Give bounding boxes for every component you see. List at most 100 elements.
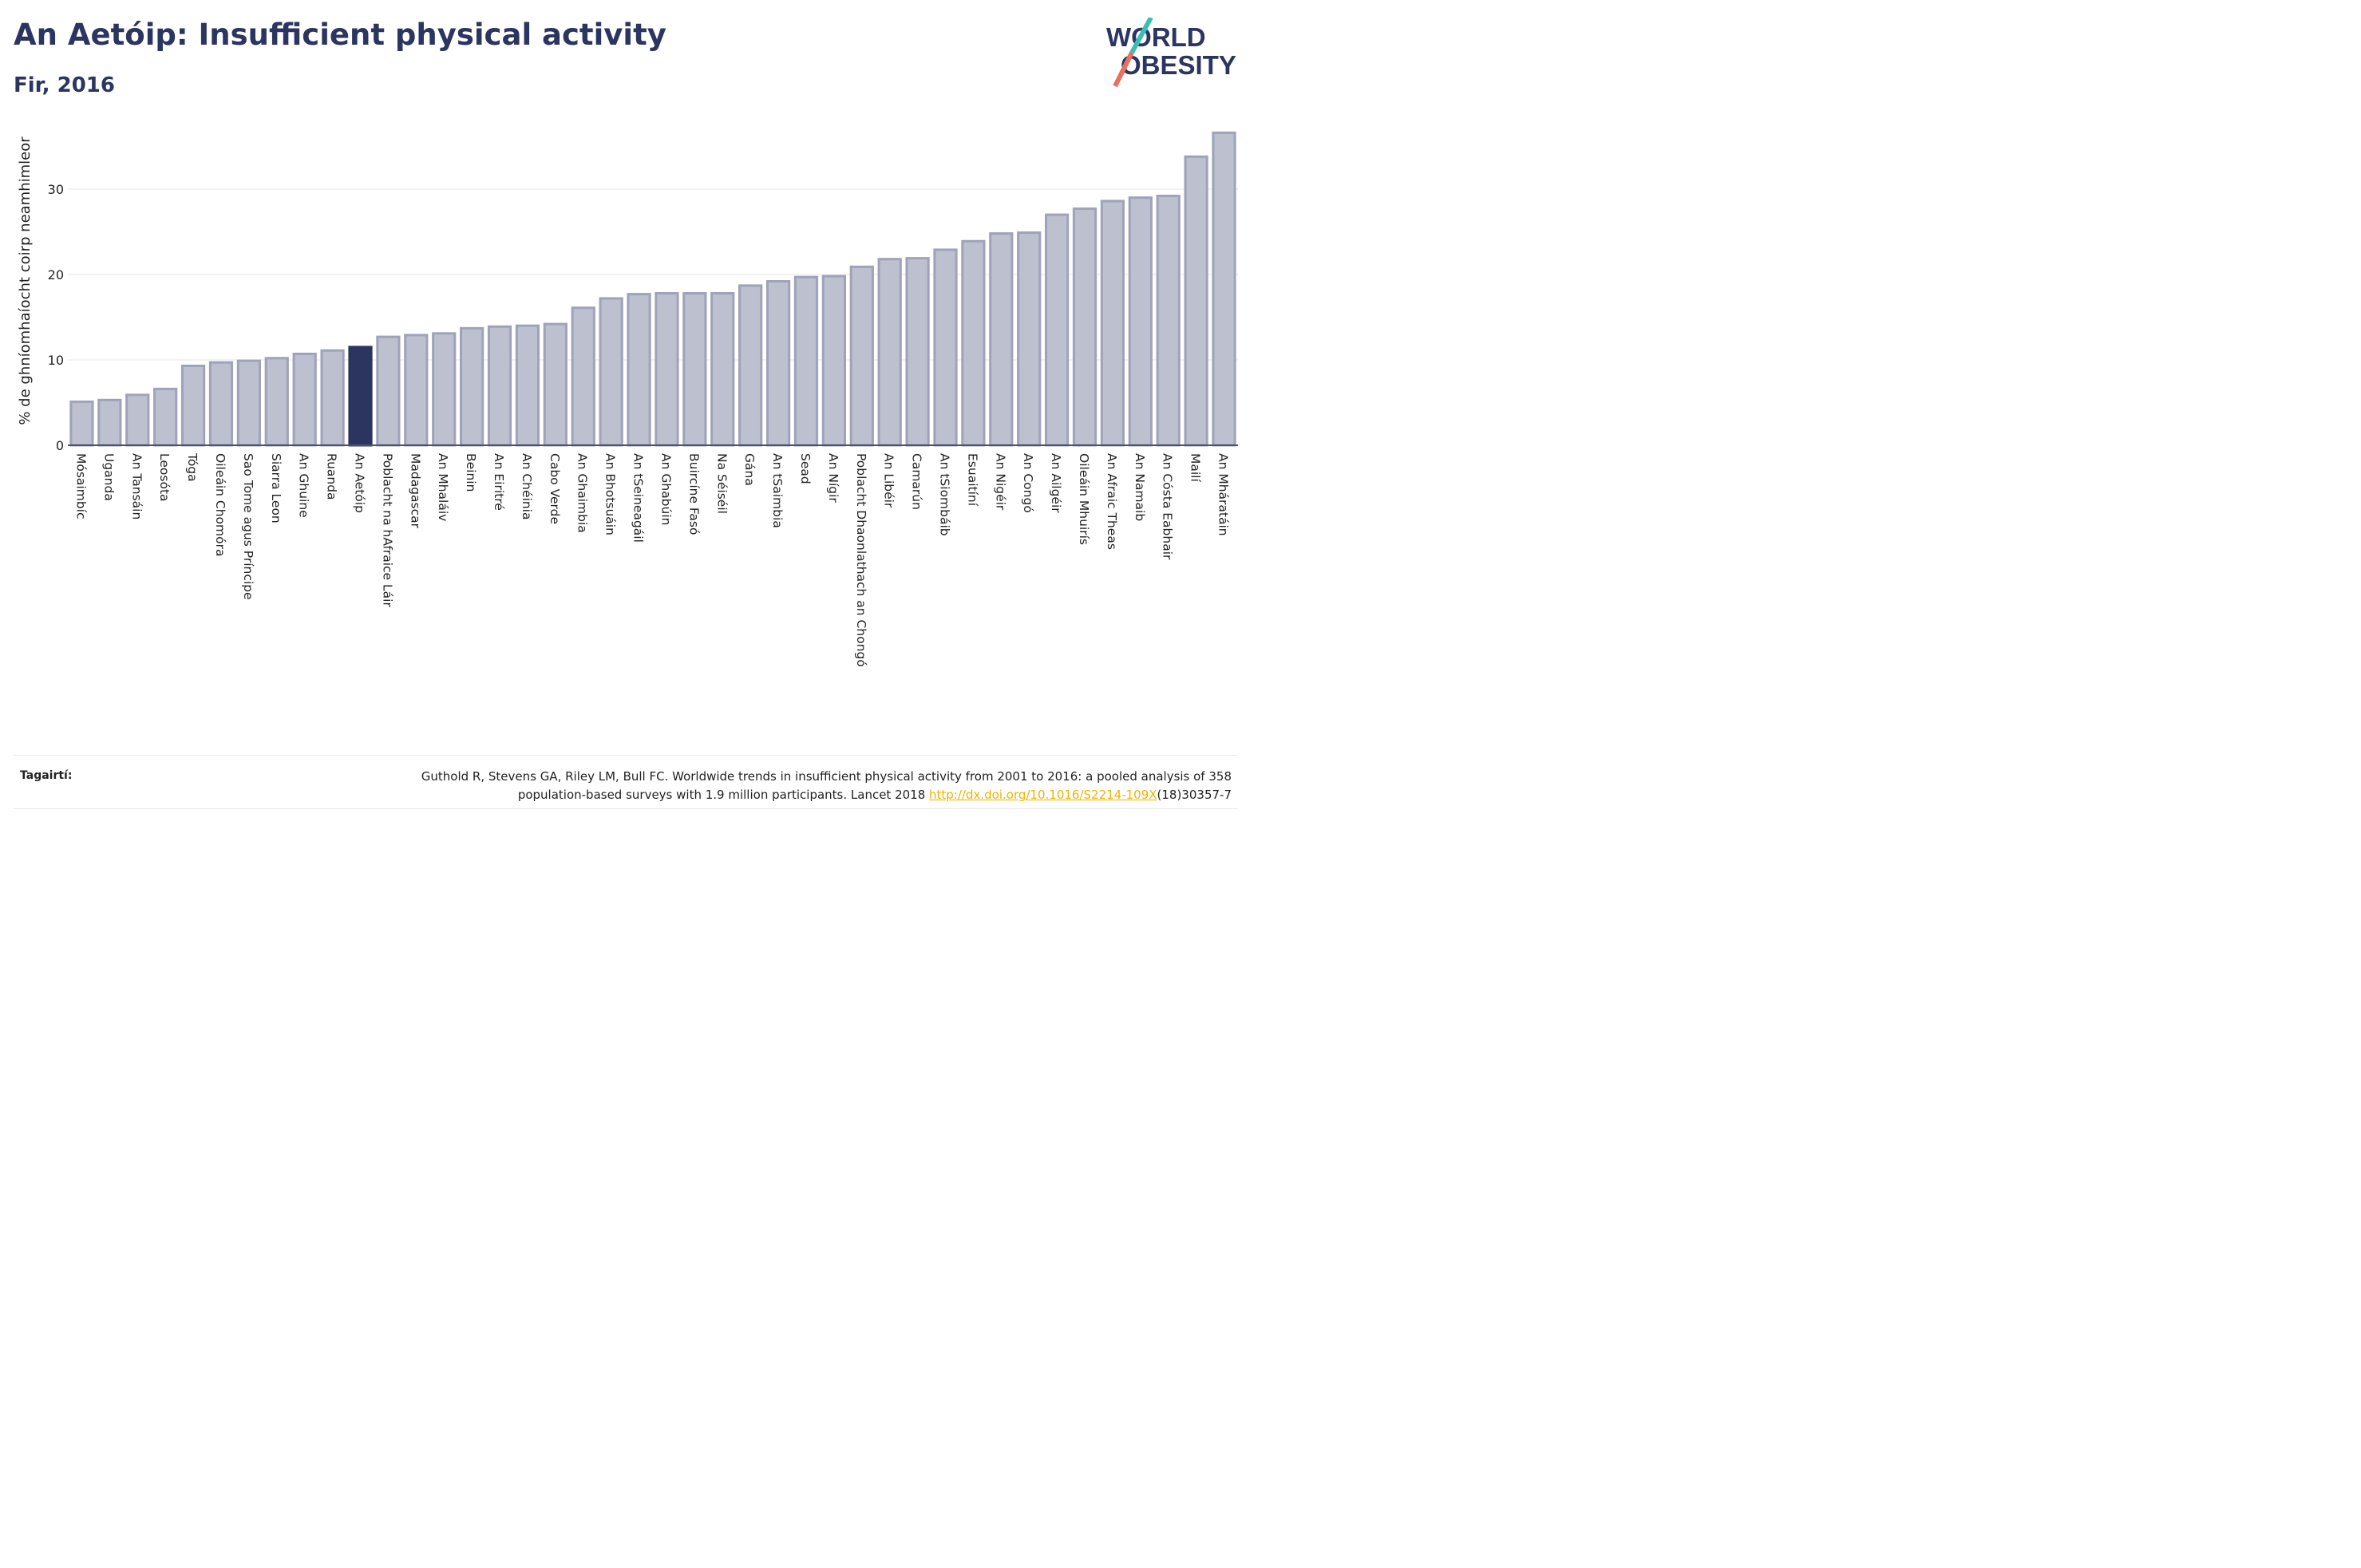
x-tick-label: Madagascar	[408, 453, 422, 529]
x-tick-label: Oileáin Chomóra	[213, 453, 227, 557]
x-tick-label: Esuaitíní	[965, 453, 979, 507]
bar-chart: 0 10 20 30 Mósaimbíc Uganda An Tansáin Leosóta…	[17, 131, 1238, 667]
bar[interactable]	[1072, 207, 1097, 447]
y-tick-label: 30	[48, 182, 64, 197]
bars	[69, 131, 1236, 447]
bar[interactable]	[793, 275, 819, 447]
bar[interactable]	[905, 257, 930, 447]
bar-highlighted[interactable]	[348, 346, 373, 447]
y-tick-label: 0	[56, 438, 64, 453]
grid-lines	[68, 188, 1238, 361]
bar[interactable]	[849, 265, 874, 447]
bar[interactable]	[69, 400, 94, 447]
x-tick-label: An Tansáin	[129, 453, 144, 519]
y-tick-label: 10	[48, 353, 64, 368]
footer-rule-bottom	[14, 808, 1238, 809]
x-tick-label: An Nigéir	[993, 453, 1007, 511]
logo-line1: WORLD	[1106, 22, 1206, 52]
bar[interactable]	[599, 297, 623, 447]
bar[interactable]	[1128, 196, 1153, 447]
bar[interactable]	[821, 274, 846, 447]
bar[interactable]	[933, 248, 958, 447]
x-tick-label: An Cósta Eabhair	[1161, 453, 1175, 560]
bar[interactable]	[292, 352, 317, 447]
bar[interactable]	[153, 387, 178, 447]
bar[interactable]	[376, 335, 401, 447]
x-tick-label: An Nígir	[826, 453, 840, 503]
bar[interactable]	[1156, 195, 1180, 447]
x-tick-label: An Ghaimbia	[575, 453, 590, 533]
bar[interactable]	[1100, 199, 1125, 447]
bar[interactable]	[682, 292, 707, 447]
bar[interactable]	[961, 239, 986, 447]
y-tick-label: 20	[48, 267, 64, 282]
y-axis-title: % de ghníomhaíocht coirp neamhimleor	[17, 136, 34, 425]
bar[interactable]	[320, 349, 345, 447]
bar[interactable]	[236, 359, 261, 447]
bar[interactable]	[487, 325, 512, 447]
x-tick-label: An Congó	[1021, 453, 1035, 513]
world-obesity-logo: WORLD OBESITY	[1106, 18, 1236, 88]
x-tick-label: Na Séiséil	[714, 453, 729, 514]
x-tick-labels: Mósaimbíc Uganda An Tansáin Leosóta Tóga Oile…	[73, 452, 1230, 667]
logo-line2: OBESITY	[1121, 50, 1236, 80]
x-tick-label: An Ghabúin	[658, 453, 673, 525]
references-text: Guthold R, Stevens GA, Riley LM, Bull FC…	[274, 768, 1232, 804]
bar[interactable]	[738, 284, 763, 447]
chart-title: An Aetóip: Insufficient physical activit…	[14, 18, 666, 52]
citation-line1: Guthold R, Stevens GA, Riley LM, Bull FC…	[421, 769, 1232, 784]
x-tick-label: An Afraic Theas	[1105, 453, 1119, 550]
bar[interactable]	[208, 361, 234, 447]
x-tick-label: Cabo Verde	[548, 453, 562, 524]
x-tick-label: An Eiritré	[492, 453, 506, 511]
references-label: Tagairtí:	[20, 769, 73, 782]
bar[interactable]	[1212, 131, 1236, 447]
x-tick-label: Leosóta	[157, 453, 172, 502]
bar[interactable]	[710, 292, 735, 447]
bar[interactable]	[125, 393, 150, 447]
bar[interactable]	[264, 357, 289, 447]
bar[interactable]	[432, 332, 457, 447]
x-tick-label: Sead	[798, 453, 813, 484]
bar[interactable]	[655, 292, 679, 447]
logo-slash-bottom	[1113, 51, 1134, 88]
bar[interactable]	[571, 306, 595, 447]
bar[interactable]	[97, 398, 122, 447]
x-tick-label: Sao Tome agus Príncipe	[241, 453, 255, 600]
bar[interactable]	[515, 324, 540, 447]
x-tick-label: Poblacht Dhaonlathach an Chongó	[854, 453, 868, 667]
bar[interactable]	[989, 232, 1014, 447]
bar[interactable]	[1045, 213, 1070, 447]
bar[interactable]	[1017, 231, 1042, 447]
x-tick-label: Oileáin Mhuirís	[1077, 453, 1091, 545]
citation-line2: population-based surveys with 1.9 millio…	[517, 788, 930, 802]
x-tick-label: An Mhaláiv	[436, 453, 450, 521]
x-tick-label: Poblacht na hAfraice Láir	[380, 453, 394, 607]
citation-doi-link[interactable]: http://dx.doi.org/10.1016/S2214-109X	[929, 788, 1157, 802]
x-tick-label: An Chéinia	[520, 453, 534, 519]
bar[interactable]	[1184, 155, 1208, 447]
bar[interactable]	[877, 258, 902, 447]
footer-rule-top	[14, 755, 1238, 756]
x-tick-label: Ruanda	[325, 453, 339, 500]
bar[interactable]	[765, 280, 791, 447]
x-tick-label: An tSiombáib	[938, 453, 952, 536]
x-tick-label: An Aetóip	[353, 453, 367, 513]
logo-slash-top	[1129, 18, 1153, 54]
x-tick-label: An Libéir	[882, 453, 896, 508]
x-tick-label: An Namaib	[1133, 453, 1147, 521]
citation-line2-suffix: (18)30357-7	[1157, 788, 1232, 802]
x-tick-label: An Mháratáin	[1216, 453, 1231, 536]
x-tick-label: An Ghuine	[297, 453, 311, 518]
bar[interactable]	[404, 334, 429, 447]
x-tick-label: An Bhotsuáin	[603, 453, 618, 535]
x-tick-label: Siarra Leon	[269, 453, 283, 523]
bar[interactable]	[543, 322, 568, 447]
x-tick-label: Camarún	[910, 453, 924, 510]
bar[interactable]	[460, 326, 484, 447]
y-tick-labels: 0 10 20 30	[48, 182, 64, 453]
bar[interactable]	[627, 293, 651, 447]
bar[interactable]	[180, 364, 206, 447]
x-tick-label: Tóga	[185, 452, 200, 482]
x-tick-label: Mailí	[1188, 453, 1203, 482]
